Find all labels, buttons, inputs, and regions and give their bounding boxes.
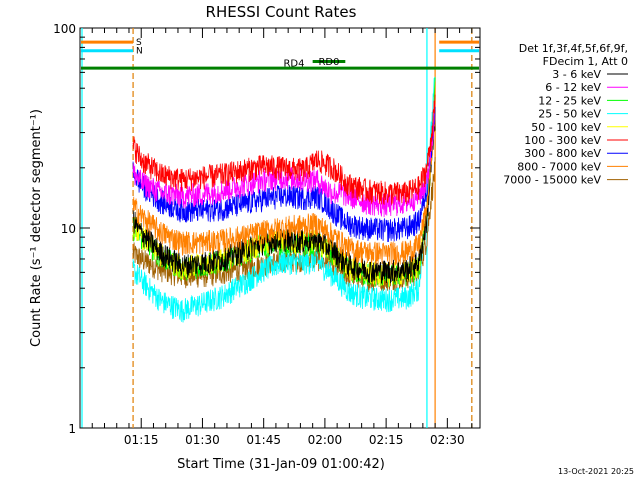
y-axis: 1 10 100 bbox=[53, 22, 480, 436]
series-layer bbox=[132, 76, 436, 323]
legend-label: 100 - 300 keV bbox=[524, 134, 601, 147]
series-line bbox=[132, 116, 436, 284]
flag-label-n: N bbox=[136, 47, 143, 57]
y-tick-label: 100 bbox=[53, 22, 76, 36]
legend-label: 300 - 800 keV bbox=[524, 147, 601, 160]
legend-label: 6 - 12 keV bbox=[545, 81, 601, 94]
x-axis-label: Start Time (31-Jan-09 01:00:42) bbox=[177, 457, 385, 472]
flag-label-rd0: RD0 bbox=[318, 57, 339, 68]
flag-label-s: S bbox=[136, 38, 142, 48]
legend-label: 12 - 25 keV bbox=[538, 94, 601, 107]
series-line bbox=[132, 103, 436, 218]
legend-header-line-2: FDecim 1, Att 0 bbox=[543, 55, 628, 68]
series-line bbox=[132, 106, 436, 242]
plot-area: SN RD0 RD4 1 10 100 01:15 01:30 01:45 02:00 02:1… bbox=[53, 22, 481, 447]
legend-header-line-1: Det 1f,3f,4f,5f,6f,9f, bbox=[519, 42, 628, 55]
y-tick-label: 10 bbox=[61, 222, 76, 236]
series-line bbox=[132, 101, 436, 266]
series-line bbox=[132, 76, 436, 323]
x-axis: 01:15 01:30 01:45 02:00 02:15 02:30 bbox=[91, 28, 473, 447]
flag-label-rd4: RD4 bbox=[283, 58, 304, 69]
x-tick-label: 02:00 bbox=[308, 433, 343, 447]
series-line bbox=[132, 94, 436, 205]
x-tick-label: 01:15 bbox=[124, 433, 159, 447]
legend-label: 3 - 6 keV bbox=[552, 68, 601, 81]
legend-label: 25 - 50 keV bbox=[538, 108, 601, 121]
legend-label: 7000 - 15000 keV bbox=[503, 174, 601, 187]
y-axis-label: Count Rate (s⁻¹ detector segment⁻¹) bbox=[29, 109, 44, 347]
timestamp: 13-Oct-2021 20:25 bbox=[558, 467, 634, 476]
y-tick-label: 1 bbox=[68, 422, 76, 436]
legend: Det 1f,3f,4f,5f,6f,9f, FDecim 1, Att 0 3… bbox=[503, 42, 628, 187]
legend-label: 50 - 100 keV bbox=[531, 121, 601, 134]
flag-bars: SN RD0 RD4 bbox=[81, 38, 479, 70]
legend-label: 800 - 7000 keV bbox=[517, 160, 601, 173]
chart-title: RHESSI Count Rates bbox=[206, 3, 357, 21]
x-tick-label: 02:30 bbox=[430, 433, 465, 447]
x-tick-label: 01:30 bbox=[185, 433, 220, 447]
x-tick-label: 02:15 bbox=[369, 433, 404, 447]
x-tick-label: 01:45 bbox=[246, 433, 281, 447]
